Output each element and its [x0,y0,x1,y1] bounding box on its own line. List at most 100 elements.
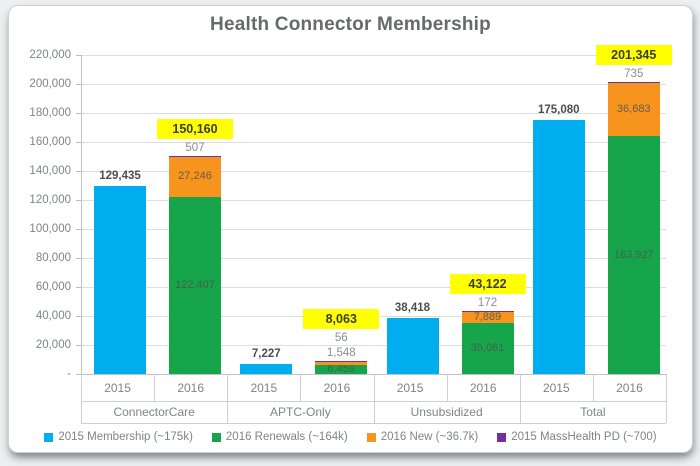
group-row-border [81,423,666,424]
gridline [81,345,666,346]
segment-label-new-connectorcare: 27,246 [178,170,212,183]
y-axis-tick [76,113,81,114]
value-label-2015-aptc-only: 7,227 [251,347,281,360]
highlight-total-2016-aptc-only: 8,063 [303,309,380,330]
bar-2016-renewals-unsubsidized [461,323,514,374]
year-divider [300,374,302,401]
group-divider [373,374,375,423]
legend-label-new-2016: 2016 New (~36.7k) [380,431,479,443]
y-tick-label: 180,000 [29,107,71,119]
bar-2016-renewals-total [607,136,660,374]
chart-title: Health Connector Membership [210,14,491,35]
segment-label-renewals-aptc-only: 6,459 [327,362,356,375]
y-tick-label: 160,000 [29,136,71,148]
bar-2015-connectorcare [94,186,146,374]
y-tick-label: 140,000 [29,165,71,177]
bar-2016-masshealth-connectorcare [169,155,221,157]
y-axis-tick [76,258,81,259]
legend-swatch-masshealth-2015 [497,432,507,442]
above-label-total: 735 [624,67,644,80]
above-label-aptc-only: 1,548 [326,347,356,360]
x-group-label-aptc-only: APTC-Only [270,405,331,419]
group-divider [519,374,521,423]
legend: 2015 Membership (~175k) 2016 Renewals (~1… [9,431,692,443]
legend-label-renewals-2016: 2016 Renewals (~164k) [225,431,348,443]
segment-label-renewals-unsubsidized: 35,061 [470,342,505,355]
y-axis-tick [76,142,81,143]
legend-item-masshealth-2015: 2015 MassHealth PD (~700) [497,431,657,443]
value-label-2015-total: 175,080 [537,104,580,117]
group-divider [227,374,229,423]
year-divider [446,374,448,401]
gridline [81,84,666,85]
bar-2016-masshealth-unsubsidized [461,310,514,312]
bar-2016-new-total [607,83,660,137]
x-year-label-2016-aptc-only: 2016 [323,381,351,395]
x-year-label-2016-connectorcare: 2016 [177,381,205,395]
y-axis-tick [76,229,81,230]
legend-label-membership-2015: 2015 Membership (~175k) [58,431,193,443]
x-axis-baseline [76,374,666,375]
segment-label-new-unsubsidized: 7,889 [473,310,502,323]
x-year-label-2015-connectorcare: 2015 [104,381,131,395]
bar-2016-renewals-connectorcare [169,196,221,374]
x-year-label-2015-unsubsidized: 2015 [396,381,424,395]
y-axis-tick [76,55,81,56]
bar-2016-new-connectorcare [169,157,221,197]
gridline [81,200,666,201]
legend-swatch-membership-2015 [44,432,54,442]
y-tick-label: 40,000 [35,310,71,322]
x-group-label-unsubsidized: Unsubsidized [410,405,483,419]
x-year-label-2016-total: 2016 [616,381,643,395]
segment-label-new-total: 36,683 [616,103,651,116]
y-tick-label: 200,000 [29,78,71,90]
bar-2016-masshealth-total [607,81,660,84]
value-label-2015-connectorcare: 129,435 [99,170,141,183]
bar-2016-renewals-aptc-only [315,364,368,374]
x-year-label-2015-total: 2015 [542,381,570,395]
segment-label-renewals-total: 163,927 [613,248,654,261]
gridline [81,258,666,259]
bar-2015-aptc-only [240,363,293,374]
legend-item-new-2016: 2016 New (~36.7k) [366,431,479,443]
y-axis-tick [76,345,81,346]
legend-item-membership-2015: 2015 Membership (~175k) [44,431,193,443]
x-group-label-total: Total [580,405,606,419]
bar-2016-masshealth-aptc-only [315,361,368,363]
table-edge-left [81,374,82,423]
y-axis-tick [76,316,81,317]
gridline [81,171,666,172]
above-label-unsubsidized: 172 [477,296,498,309]
above-label-aptc-only: 56 [334,332,348,345]
gridline [81,229,666,230]
value-label-2015-unsubsidized: 38,418 [394,302,431,315]
highlight-total-2016-connectorcare: 150,160 [157,118,233,139]
legend-swatch-new-2016 [366,432,376,442]
segment-label-renewals-connectorcare: 122,407 [175,278,215,291]
chart-card: Health Connector Membership 220,000 200,0… [8,5,693,453]
y-tick-label: 120,000 [29,194,71,206]
x-year-label-2015-aptc-only: 2015 [250,381,278,395]
gridline [81,55,666,56]
y-tick-label: 100,000 [29,223,71,235]
plot-area: 220,000 200,000 180,000 160,000 140,000 120,0… [9,6,692,452]
x-year-label-2016-unsubsidized: 2016 [469,381,497,395]
legend-swatch-renewals-2016 [211,432,221,442]
y-tick-label: 220,000 [29,49,71,61]
y-tick-label: 60,000 [35,281,71,293]
gridline [81,142,666,143]
bar-2015-unsubsidized [386,318,439,374]
highlight-total-2016-unsubsidized: 43,122 [449,273,526,294]
bar-2016-new-unsubsidized [461,311,514,324]
year-divider [592,374,594,401]
bar-2015-total [532,120,585,374]
y-axis-tick [76,200,81,201]
y-axis-tick [76,84,81,85]
y-axis-line [81,55,82,374]
y-axis-tick [76,171,81,172]
year-divider [154,374,156,401]
bar-2016-new-aptc-only [315,362,368,365]
legend-item-renewals-2016: 2016 Renewals (~164k) [211,431,348,443]
y-axis-tick [76,287,81,288]
highlight-total-2016-total: 201,345 [595,44,672,65]
